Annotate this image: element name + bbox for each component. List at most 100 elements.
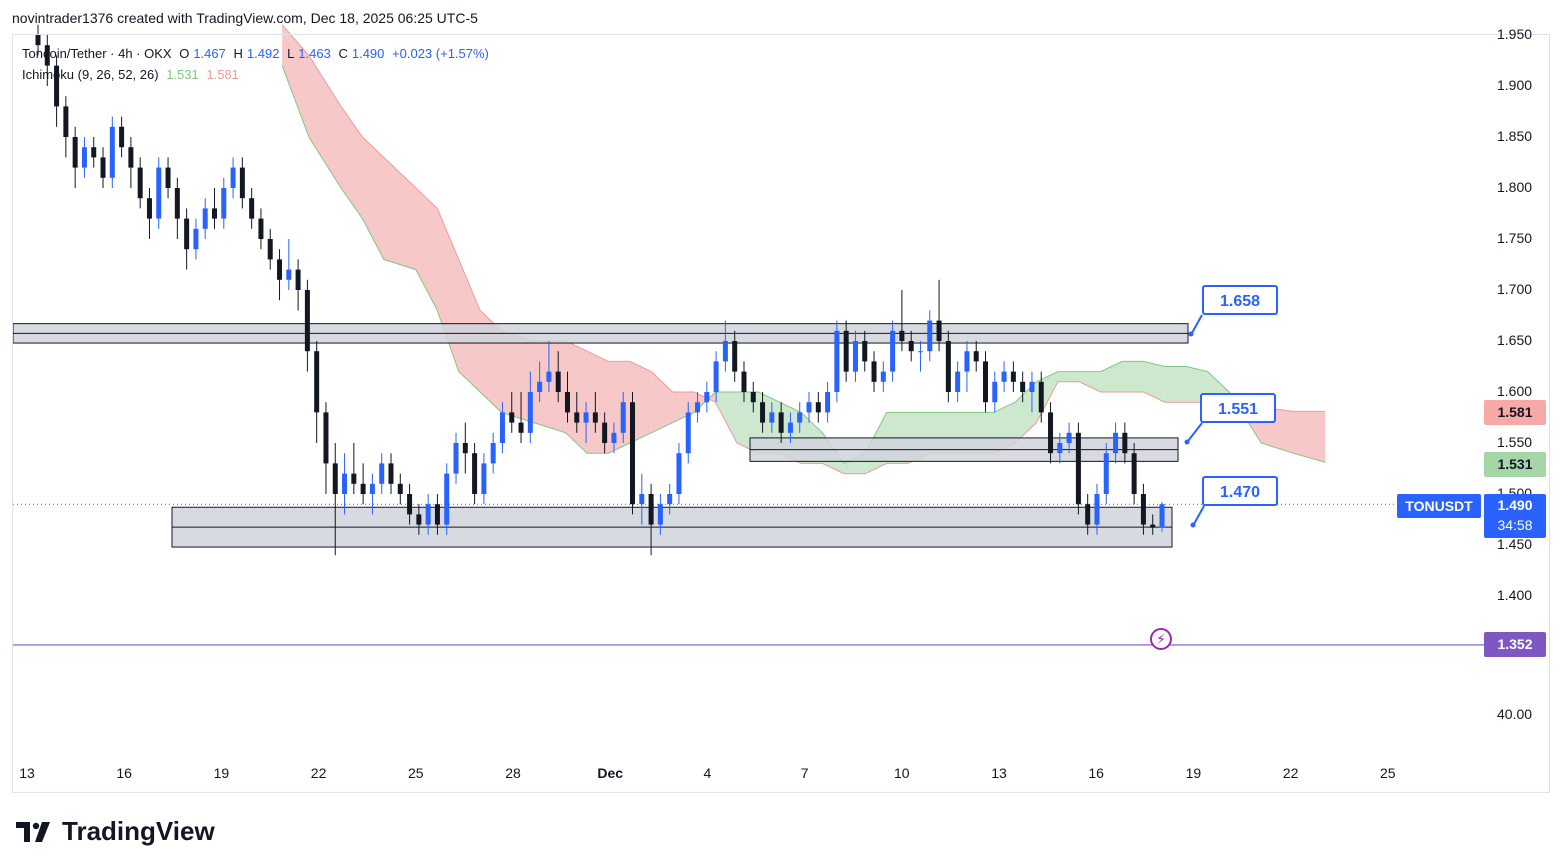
candle-body [509, 412, 515, 423]
tradingview-logo[interactable]: TradingView [16, 816, 215, 847]
callout-mid-pointer [1187, 422, 1203, 442]
ichimoku-cloud-segment [1057, 371, 1080, 382]
candle-body [1094, 494, 1100, 525]
candle-body [202, 208, 208, 229]
time-tick: 19 [213, 765, 230, 781]
candle-body [128, 147, 134, 168]
candle-body [546, 371, 552, 382]
candle-body [462, 443, 468, 454]
ichimoku-cloud-segment [1122, 361, 1144, 392]
low-label: L [287, 46, 295, 61]
candle-body [137, 167, 143, 199]
ichimoku-cloud-segment [1015, 381, 1037, 443]
symbol-legend[interactable]: Toncoin/Tether · 4h · OKX O 1.467 H 1.492 … [22, 46, 493, 61]
candle-body [472, 453, 478, 494]
bar-countdown: 34:58 [1497, 517, 1533, 533]
candle-body [1038, 381, 1044, 413]
candle-body [332, 463, 338, 494]
ichimoku-cloud-segment [629, 361, 652, 443]
candle-body [843, 330, 849, 372]
candle-body [527, 392, 533, 433]
candle-body [119, 126, 125, 148]
candle-body [481, 463, 487, 494]
price-tick: 1.400 [1497, 587, 1533, 603]
candle-body [806, 402, 812, 413]
candle-body [815, 402, 821, 413]
candle-body [908, 341, 914, 352]
candle-body [1075, 432, 1081, 505]
candle-body [81, 147, 87, 168]
candle-body [239, 167, 245, 199]
candle-body [100, 157, 106, 178]
ichimoku-cloud-segment [1079, 371, 1101, 392]
close-label: C [338, 46, 348, 61]
callout-support-pointer [1193, 505, 1205, 525]
candle-body [760, 402, 766, 423]
candle-body [973, 351, 979, 362]
candle-body [444, 473, 450, 525]
candle-body [211, 208, 217, 219]
candle-body [1029, 381, 1035, 392]
callout-resistance[interactable]: 1.658 [1202, 285, 1278, 315]
ichimoku-cloud-segment [533, 341, 566, 433]
ichimoku-cloud-segment [715, 392, 737, 443]
candle-body [1131, 453, 1137, 494]
candle-body [416, 514, 422, 525]
candle-body [91, 147, 97, 158]
candle-body [379, 463, 385, 484]
candle-body [304, 290, 310, 352]
price-tick: 1.550 [1497, 434, 1533, 450]
candle-body [537, 381, 543, 392]
candle-body [1020, 381, 1026, 392]
callout-support[interactable]: 1.470 [1202, 476, 1278, 506]
candle-body [1103, 453, 1109, 494]
ichimoku-cloud-segment [1143, 361, 1165, 403]
candle-body [732, 341, 738, 372]
candle-body [434, 504, 440, 525]
indicator-name[interactable]: Ichimoku (9, 26, 52, 26) [22, 67, 159, 82]
candle-body [1122, 432, 1128, 454]
indicator-legend[interactable]: Ichimoku (9, 26, 52, 26) 1.531 1.581 [22, 67, 243, 82]
price-tick: 1.600 [1497, 383, 1533, 399]
candle-body [342, 473, 348, 494]
candle-body [249, 198, 255, 219]
candle-body [397, 483, 403, 494]
time-tick: Dec [597, 765, 624, 781]
callout-mid-zone[interactable]: 1.551 [1200, 393, 1276, 423]
candle-body [964, 351, 970, 372]
candle-body [109, 126, 115, 178]
close-value: 1.490 [351, 46, 385, 61]
price-tick: 1.750 [1497, 230, 1533, 246]
ichimoku-cloud-segment [383, 157, 416, 270]
ichimoku-span-b-line [281, 24, 1326, 475]
candle-body [667, 494, 673, 505]
open-label: O [179, 46, 190, 61]
candle-body [1159, 504, 1165, 528]
candle-body [1010, 371, 1016, 382]
candle-body [769, 412, 775, 423]
candle-body [1057, 443, 1063, 454]
candle-body [955, 371, 961, 392]
candle-body [184, 218, 190, 250]
candle-body [1001, 371, 1007, 382]
candle-body [351, 473, 357, 484]
symbol-name[interactable]: Toncoin/Tether · 4h · OKX [22, 46, 172, 61]
span-b-price-label: 1.581 [1484, 400, 1546, 425]
candle-body [453, 443, 459, 474]
candle-body [425, 504, 431, 525]
candle-body [1048, 412, 1054, 454]
candle-body [787, 422, 793, 433]
candle-body [490, 443, 496, 464]
time-tick: 4 [703, 765, 712, 781]
candle-body [611, 432, 617, 443]
candle-body [54, 65, 60, 107]
alert-price-label: 1.352 [1484, 632, 1546, 657]
indicator-value-a: 1.531 [166, 67, 199, 82]
candle-body [722, 341, 728, 362]
price-tick: 40.00 [1497, 706, 1533, 722]
candle-body [852, 341, 858, 372]
candle-body [44, 45, 50, 66]
alert-icon[interactable]: ⚡ [1150, 628, 1172, 650]
indicator-value-b: 1.581 [206, 67, 239, 82]
